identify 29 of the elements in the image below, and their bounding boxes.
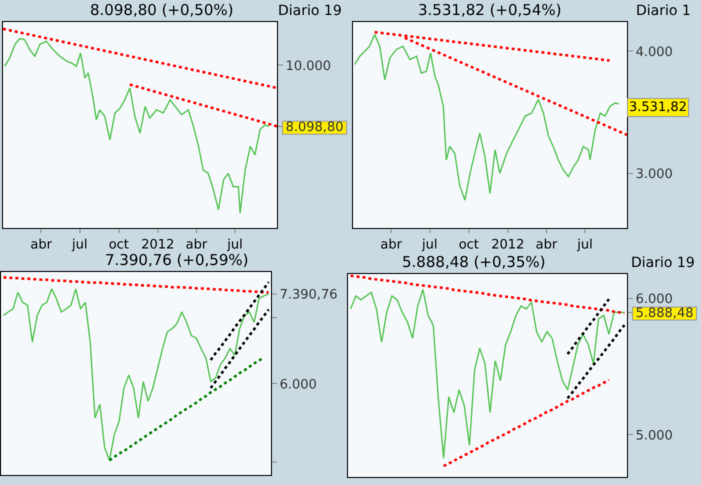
y-tick-label: 6.000	[636, 292, 673, 308]
y-tick-label: 7.390,76	[280, 288, 338, 303]
x-tick-label: jul	[226, 238, 243, 253]
y-tick-label: 4.000	[636, 44, 673, 60]
y-tick-label: 8.098,80	[286, 120, 344, 136]
x-tick-label: abr	[30, 238, 53, 253]
x-tick-label: 2012	[141, 238, 174, 253]
x-tick-label: abr	[186, 238, 208, 253]
chart-title: 8.098,80 (+0,50%)	[90, 1, 234, 19]
text: Diario 1	[636, 3, 691, 19]
x-tick-label: abr	[536, 238, 558, 253]
x-tick-label: jul	[71, 238, 88, 253]
y-tick-label: 3.000	[636, 166, 673, 182]
x-tick-label: oct	[458, 238, 479, 253]
chart-title: 3.531,82 (+0,54%)	[418, 1, 562, 19]
x-tick-label: 2012	[491, 238, 524, 253]
y-tick-label: 5.888,48	[636, 306, 694, 322]
x-tick-label: jul	[421, 238, 438, 253]
x-tick-label: jul	[576, 238, 593, 253]
chart-title: 5.888,48 (+0,35%)	[402, 253, 546, 271]
y-tick-label: 6.000	[280, 377, 317, 392]
chart-title: 7.390,76 (+0,59%)	[105, 251, 248, 269]
text: Diario 19	[631, 255, 695, 271]
text: Diario 19	[278, 3, 342, 19]
y-tick-label: 5.000	[636, 428, 673, 444]
x-tick-label: oct	[108, 238, 129, 253]
y-tick-label: 10.000	[286, 58, 332, 74]
x-tick-label: abr	[380, 238, 403, 253]
annotation: 3.531,82	[629, 100, 687, 115]
